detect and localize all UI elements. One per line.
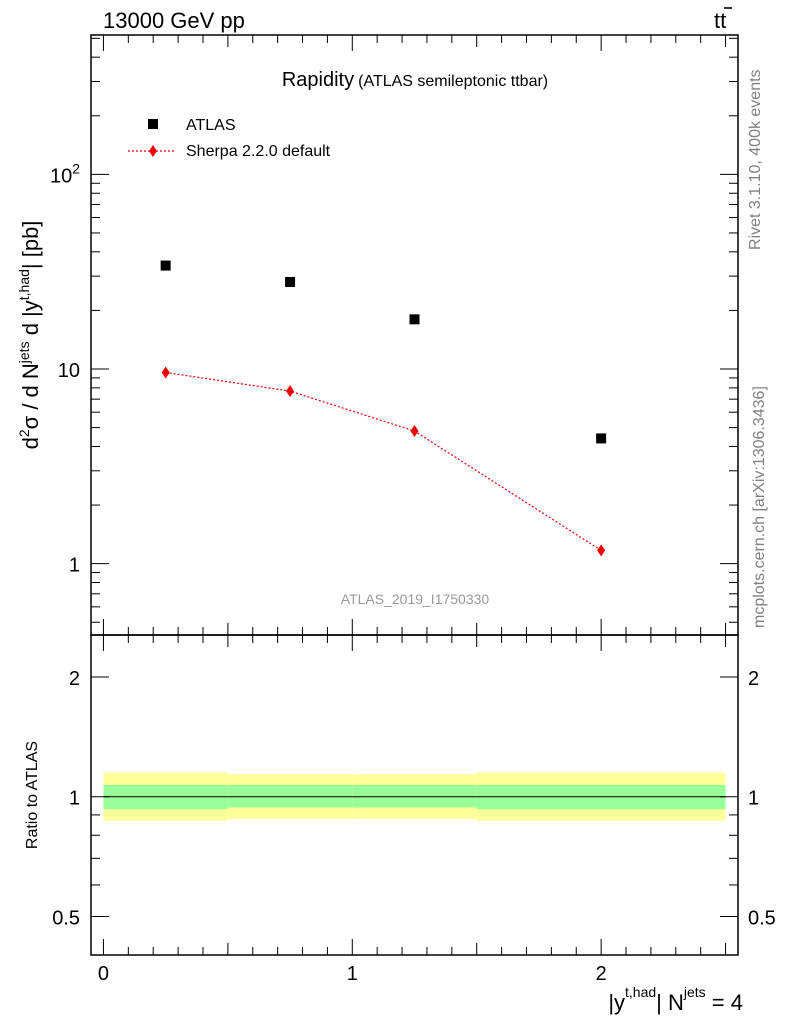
x-tick-label: 1 [347, 963, 358, 985]
sherpa-point [597, 544, 606, 557]
ratio-y-axis-label: Ratio to ATLAS [24, 741, 41, 849]
header-process-main: tt [714, 8, 726, 33]
chart-title: Rapidity (ATLAS semileptonic ttbar) [282, 69, 548, 91]
main-panel: 1 10 102 Rapidity (ATLAS semileptonic ttbar… [16, 34, 739, 636]
analysis-watermark: ATLAS_2019_I1750330 [341, 591, 490, 607]
main-y-axis-label: d2σ / d Njets d |yt,had| [pb] [16, 221, 43, 450]
main-y-tick-label: 10 [58, 360, 80, 382]
rivet-version-label: Rivet 3.1.10, 400k events [747, 69, 764, 250]
main-axis-ticks [91, 35, 738, 635]
legend: ATLAS Sherpa 2.2.0 default [128, 117, 331, 160]
sherpa-point [161, 366, 170, 379]
x-tick-label: 2 [596, 963, 607, 985]
legend-atlas-label: ATLAS [186, 117, 236, 134]
mcplots-reference-label: mcplots.cern.ch [arXiv:1306.3436] [751, 386, 768, 628]
sherpa-line [165, 371, 602, 551]
main-y-tick-label: 1 [69, 555, 80, 577]
ratio-y-tick-label-right: 0.5 [748, 907, 776, 929]
sherpa-point [410, 425, 419, 438]
x-tick-label: 0 [98, 963, 109, 985]
series-layer [160, 260, 607, 557]
sherpa-point [286, 385, 295, 398]
atlas-point [596, 433, 607, 444]
ratio-axis-ticks [91, 635, 738, 956]
chart-subtitle: (ATLAS semileptonic ttbar) [358, 73, 548, 90]
main-y-tick-label: 102 [50, 160, 80, 187]
ratio-x-tick-labels: 0 1 2 [98, 963, 607, 985]
legend-sherpa-label: Sherpa 2.2.0 default [186, 143, 331, 160]
ratio-panel: 0.5 0.5 1 1 2 2 0 1 2 Ratio to ATLAS |yt,had| N… [24, 634, 776, 1015]
atlas-point [160, 260, 171, 271]
legend-atlas-marker [148, 119, 158, 129]
ratio-y-tick-label-right: 2 [748, 668, 759, 690]
ratio-y-tick-label: 2 [69, 668, 80, 690]
main-y-tick-labels: 1 10 102 [50, 160, 80, 576]
atlas-point [409, 314, 420, 325]
chart-title-main: Rapidity [282, 69, 354, 91]
ratio-y-tick-labels: 0.5 0.5 1 1 2 2 [52, 668, 776, 929]
ratio-y-tick-label: 0.5 [52, 907, 80, 929]
ratio-y-tick-label: 1 [69, 788, 80, 810]
header-process-label: tt [714, 8, 726, 33]
header-energy-label: 13000 GeV pp [103, 8, 245, 33]
x-axis-label: |yt,had| Njets = 4 [608, 984, 743, 1015]
atlas-point [285, 276, 296, 287]
ratio-plot-frame [90, 634, 739, 956]
legend-sherpa-marker [149, 145, 157, 157]
ratio-y-tick-label-right: 1 [748, 788, 759, 810]
